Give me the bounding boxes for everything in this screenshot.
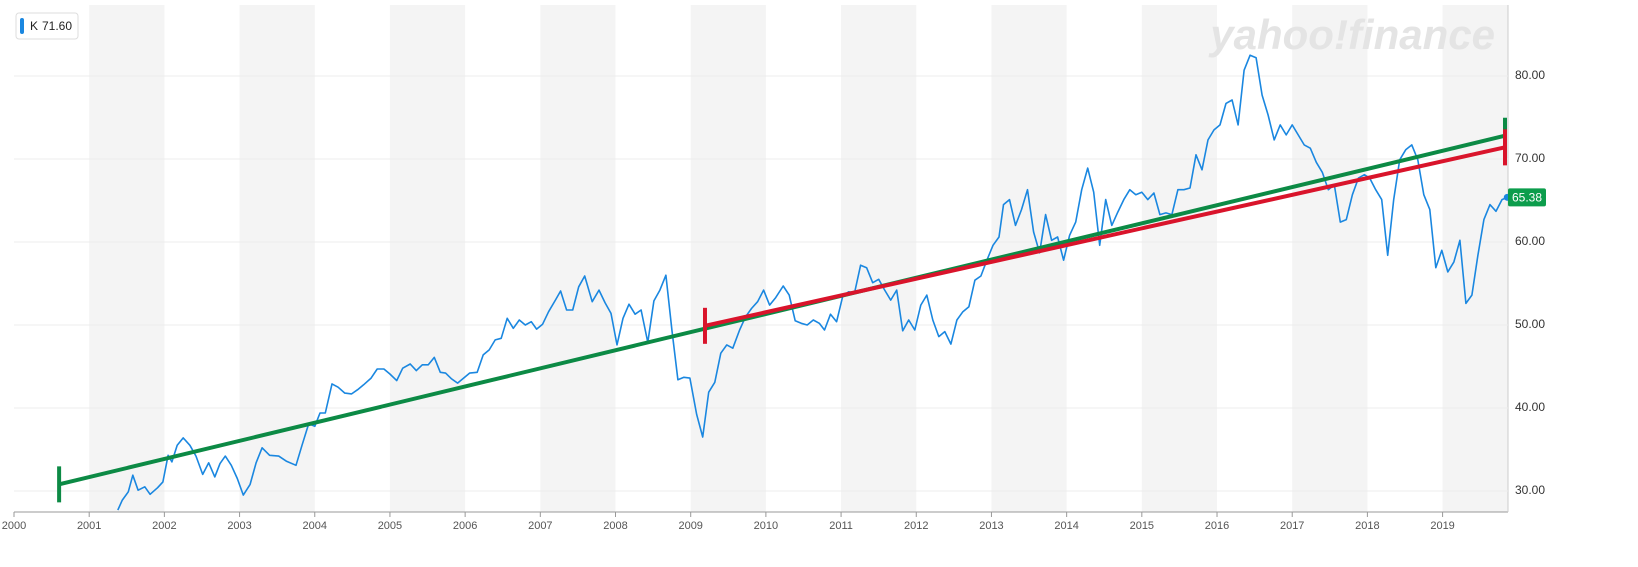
x-tick-label: 2018 (1355, 520, 1379, 532)
x-tick-label: 2003 (227, 520, 251, 532)
x-tick-label: 2009 (678, 520, 702, 532)
x-tick-label: 2001 (77, 520, 101, 532)
year-band (1442, 5, 1508, 512)
year-band (540, 5, 616, 512)
x-tick-label: 2012 (904, 520, 928, 532)
x-tick-label: 2015 (1130, 520, 1154, 532)
x-tick-label: 2011 (829, 520, 853, 532)
year-band (89, 5, 165, 512)
year-band (1292, 5, 1368, 512)
x-tick-label: 2019 (1430, 520, 1454, 532)
price-tag (1508, 188, 1546, 207)
year-band (1141, 5, 1218, 512)
x-tick-label: 2004 (303, 520, 327, 532)
price-tag-label: 65.38 (1512, 190, 1542, 204)
watermark: yahoo!finance (1208, 11, 1495, 58)
y-tick-label: 80.00 (1515, 68, 1545, 82)
year-band (239, 5, 315, 512)
legend-swatch (20, 18, 24, 34)
x-tick-label: 2016 (1205, 520, 1229, 532)
background (13, 5, 1509, 517)
legend-value: 71.60 (42, 19, 72, 33)
legend: K 71.60 (15, 12, 79, 40)
plot (57, 54, 1508, 511)
x-tick-label: 2013 (979, 520, 1003, 532)
y-tick-label: 40.00 (1515, 400, 1545, 414)
y-tick-label: 30.00 (1515, 483, 1545, 497)
x-tick-label: 2006 (453, 520, 477, 532)
x-tick-label: 2017 (1280, 520, 1304, 532)
x-tick-label: 2008 (603, 520, 627, 532)
year-band (389, 5, 466, 512)
y-tick-label: 50.00 (1515, 317, 1545, 331)
x-tick-label: 2014 (1054, 520, 1078, 532)
x-tick-label: 2010 (754, 520, 778, 532)
legend-box (15, 12, 79, 40)
price-line (117, 54, 1508, 511)
trendline (704, 145, 1506, 328)
year-band (841, 5, 917, 512)
y-tick-label: 70.00 (1515, 151, 1545, 165)
x-tick-label: 2007 (528, 520, 552, 532)
x-tick-label: 2000 (2, 520, 26, 532)
y-tick-label: 60.00 (1515, 234, 1545, 248)
x-tick-label: 2002 (152, 520, 176, 532)
legend-name: K (30, 19, 38, 33)
x-tick-label: 2005 (378, 520, 402, 532)
